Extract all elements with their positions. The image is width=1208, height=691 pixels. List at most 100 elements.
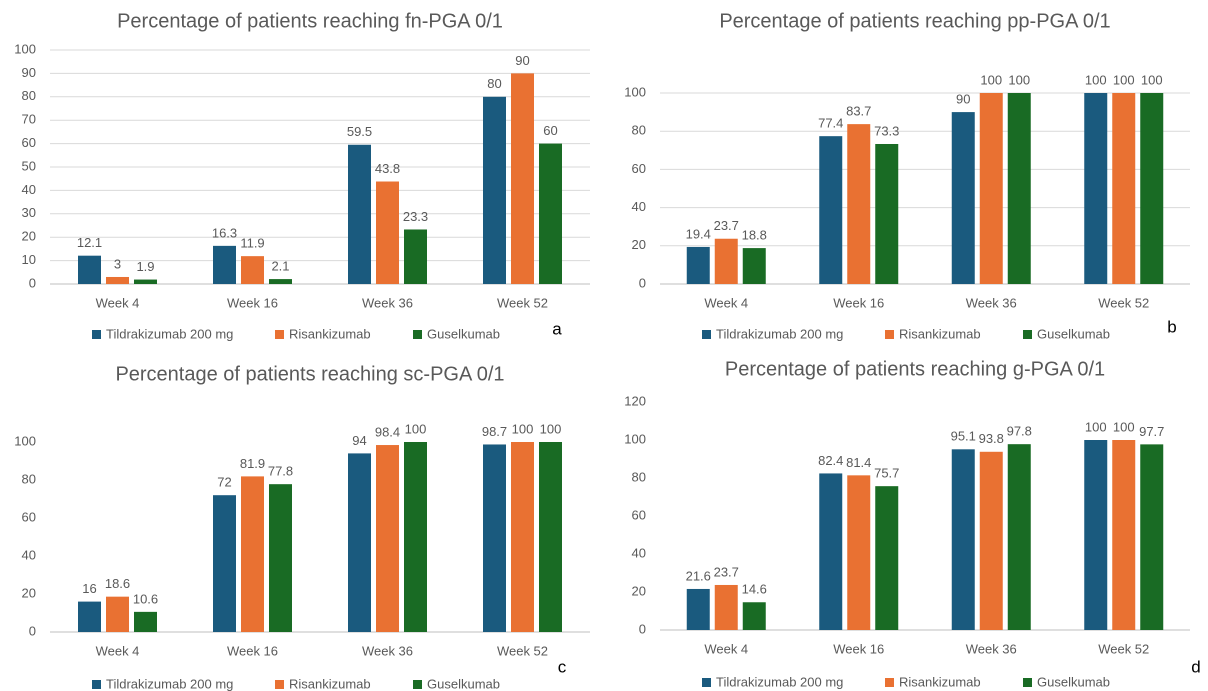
bar bbox=[742, 248, 766, 284]
bar bbox=[1084, 93, 1108, 284]
bar bbox=[78, 601, 101, 632]
value-label: 93.8 bbox=[979, 431, 1004, 446]
bar bbox=[376, 181, 399, 284]
value-label: 98.7 bbox=[482, 424, 507, 439]
value-label: 95.1 bbox=[951, 429, 976, 444]
value-label: 100 bbox=[1113, 72, 1135, 87]
value-label: 90 bbox=[956, 92, 970, 107]
x-tick-label: Week 36 bbox=[966, 295, 1017, 310]
value-label: 97.8 bbox=[1007, 424, 1032, 439]
value-label: 94 bbox=[352, 433, 366, 448]
y-tick-label: 50 bbox=[22, 158, 36, 173]
legend-swatch bbox=[885, 330, 894, 339]
bar bbox=[483, 444, 506, 632]
bar bbox=[213, 495, 236, 632]
bar bbox=[511, 442, 534, 632]
bar bbox=[1140, 444, 1164, 630]
legend-label: Tildrakizumab 200 mg bbox=[716, 326, 843, 341]
value-label: 100 bbox=[1113, 419, 1135, 434]
value-label: 16.3 bbox=[212, 225, 237, 240]
legend-label: Risankizumab bbox=[289, 676, 371, 691]
x-tick-label: Week 4 bbox=[96, 295, 140, 310]
x-tick-label: Week 52 bbox=[497, 295, 548, 310]
bar bbox=[1112, 93, 1136, 284]
y-tick-label: 40 bbox=[22, 547, 36, 562]
chart-title: Percentage of patients reaching sc-PGA 0… bbox=[115, 363, 504, 385]
y-tick-label: 0 bbox=[639, 621, 646, 636]
bar bbox=[348, 453, 371, 632]
bar bbox=[979, 93, 1003, 284]
bar bbox=[213, 245, 236, 284]
legend-swatch bbox=[885, 678, 894, 687]
x-tick-label: Week 16 bbox=[227, 295, 278, 310]
bar bbox=[483, 96, 506, 284]
x-tick-label: Week 36 bbox=[362, 643, 413, 658]
x-tick-label: Week 16 bbox=[833, 295, 884, 310]
value-label: 23.7 bbox=[714, 564, 739, 579]
y-tick-label: 100 bbox=[14, 41, 36, 56]
y-tick-label: 20 bbox=[22, 585, 36, 600]
bar bbox=[404, 442, 427, 632]
bar bbox=[819, 136, 843, 284]
bar bbox=[1007, 93, 1031, 284]
legend-swatch bbox=[702, 330, 711, 339]
legend-label: Risankizumab bbox=[899, 326, 981, 341]
y-tick-label: 90 bbox=[22, 65, 36, 80]
bar bbox=[511, 73, 534, 285]
value-label: 97.7 bbox=[1139, 424, 1164, 439]
value-label: 2.1 bbox=[271, 259, 289, 274]
x-tick-label: Week 4 bbox=[96, 643, 140, 658]
bar bbox=[269, 484, 292, 632]
bar bbox=[819, 473, 843, 630]
x-tick-label: Week 36 bbox=[362, 295, 413, 310]
legend-swatch bbox=[702, 678, 711, 687]
y-tick-label: 70 bbox=[22, 112, 36, 127]
bar bbox=[78, 255, 101, 284]
y-tick-label: 20 bbox=[632, 237, 646, 252]
bar bbox=[847, 124, 871, 285]
value-label: 59.5 bbox=[347, 124, 372, 139]
value-label: 12.1 bbox=[77, 235, 102, 250]
value-label: 21.6 bbox=[686, 568, 711, 583]
legend-label: Risankizumab bbox=[289, 326, 371, 341]
x-tick-label: Week 4 bbox=[704, 641, 748, 656]
chart-title: Percentage of patients reaching g-PGA 0/… bbox=[725, 358, 1105, 380]
y-tick-label: 40 bbox=[22, 182, 36, 197]
value-label: 19.4 bbox=[686, 226, 711, 241]
legend-label: Tildrakizumab 200 mg bbox=[106, 676, 233, 691]
bar bbox=[714, 238, 738, 284]
value-label: 3 bbox=[114, 256, 121, 271]
x-tick-label: Week 16 bbox=[227, 643, 278, 658]
y-tick-label: 100 bbox=[624, 84, 646, 99]
chart-title: Percentage of patients reaching fn-PGA 0… bbox=[117, 10, 503, 32]
value-label: 16 bbox=[82, 581, 96, 596]
value-label: 100 bbox=[980, 72, 1002, 87]
panel-label: a bbox=[552, 319, 562, 338]
value-label: 11.9 bbox=[240, 236, 264, 251]
legend-label: Guselkumab bbox=[1037, 326, 1110, 341]
y-tick-label: 100 bbox=[624, 431, 646, 446]
legend-label: Guselkumab bbox=[427, 676, 500, 691]
y-tick-label: 80 bbox=[22, 88, 36, 103]
legend-swatch bbox=[92, 330, 101, 339]
bar bbox=[951, 449, 975, 630]
value-label: 100 bbox=[405, 421, 427, 436]
bar bbox=[847, 475, 871, 630]
y-tick-label: 60 bbox=[632, 161, 646, 176]
y-tick-label: 30 bbox=[22, 205, 36, 220]
y-tick-label: 60 bbox=[22, 135, 36, 150]
value-label: 18.8 bbox=[742, 228, 767, 243]
bar bbox=[714, 584, 738, 630]
x-tick-label: Week 52 bbox=[1098, 295, 1149, 310]
y-tick-label: 0 bbox=[29, 275, 36, 290]
legend-label: Tildrakizumab 200 mg bbox=[716, 674, 843, 689]
value-label: 14.6 bbox=[742, 582, 767, 597]
value-label: 83.7 bbox=[846, 104, 871, 119]
y-tick-label: 80 bbox=[632, 469, 646, 484]
y-tick-label: 80 bbox=[22, 471, 36, 486]
value-label: 100 bbox=[1085, 72, 1107, 87]
legend-swatch bbox=[1023, 678, 1032, 687]
bar bbox=[134, 611, 157, 632]
bar bbox=[134, 279, 157, 284]
